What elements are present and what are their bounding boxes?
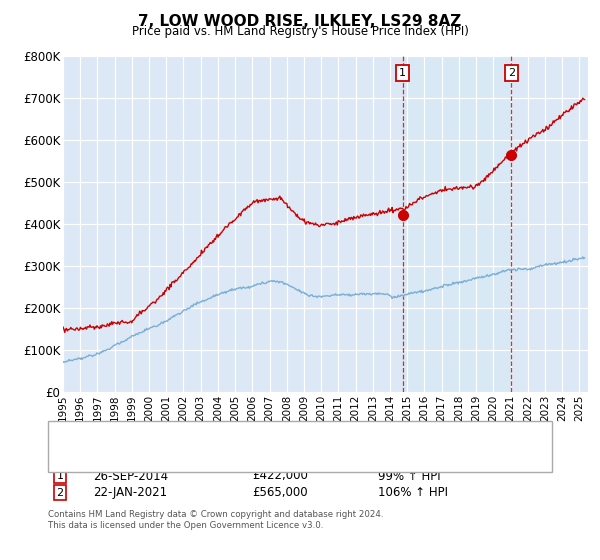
Text: —: — [66, 436, 85, 455]
Text: 106% ↑ HPI: 106% ↑ HPI [378, 486, 448, 500]
Text: 26-SEP-2014: 26-SEP-2014 [93, 469, 168, 483]
Text: HPI: Average price, detached house, Bradford: HPI: Average price, detached house, Brad… [93, 452, 331, 463]
Text: —: — [66, 448, 85, 467]
Text: 1: 1 [56, 471, 64, 481]
Text: 1: 1 [399, 68, 406, 78]
Text: This data is licensed under the Open Government Licence v3.0.: This data is licensed under the Open Gov… [48, 521, 323, 530]
Bar [403, 56, 511, 392]
Text: 2: 2 [508, 68, 515, 78]
Text: 7, LOW WOOD RISE, ILKLEY, LS29 8AZ: 7, LOW WOOD RISE, ILKLEY, LS29 8AZ [139, 14, 461, 29]
Text: £422,000: £422,000 [252, 469, 308, 483]
Text: Price paid vs. HM Land Registry's House Price Index (HPI): Price paid vs. HM Land Registry's House … [131, 25, 469, 38]
Text: 22-JAN-2021: 22-JAN-2021 [93, 486, 167, 500]
Text: 7, LOW WOOD RISE, ILKLEY, LS29 8AZ (detached house): 7, LOW WOOD RISE, ILKLEY, LS29 8AZ (deta… [93, 440, 386, 450]
Text: £565,000: £565,000 [252, 486, 308, 500]
Text: 99% ↑ HPI: 99% ↑ HPI [378, 469, 440, 483]
Text: 2: 2 [56, 488, 64, 498]
Text: Contains HM Land Registry data © Crown copyright and database right 2024.: Contains HM Land Registry data © Crown c… [48, 510, 383, 519]
